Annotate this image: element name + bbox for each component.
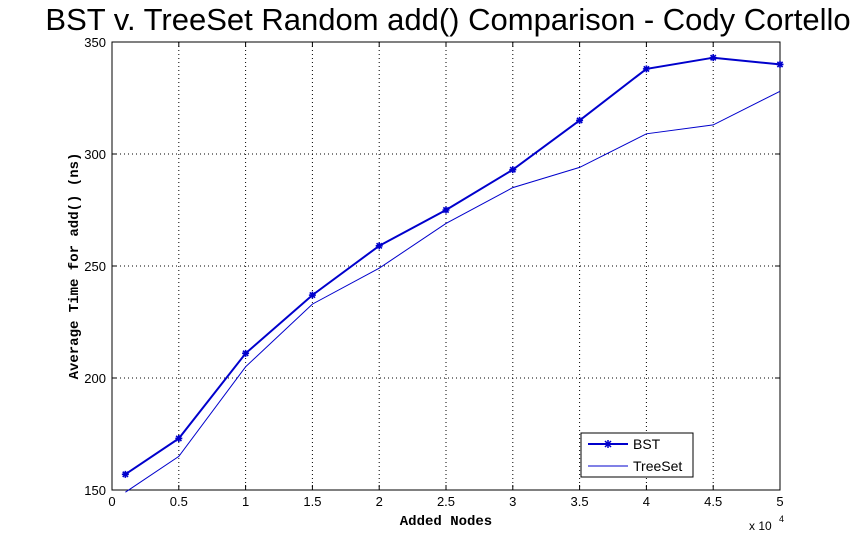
data-point-bst — [242, 349, 250, 357]
legend: BST TreeSet — [580, 432, 694, 478]
x-axis-exponent-power: 4 — [779, 514, 784, 524]
chart-title: BST v. TreeSet Random add() Comparison -… — [45, 2, 850, 37]
x-tick-label: 3.5 — [571, 494, 589, 509]
data-point-bst — [442, 206, 450, 214]
x-axis-exponent-base: x 10 — [749, 519, 772, 533]
data-point-bst — [509, 166, 517, 174]
x-tick-label: 1.5 — [303, 494, 321, 509]
y-tick-label: 250 — [84, 259, 106, 274]
x-tick-label: 0.5 — [170, 494, 188, 509]
x-tick-label: 2 — [376, 494, 383, 509]
ticks: 0 0.5 1 1.5 2 2.5 3 3.5 4 4.5 5 150 200 250 300 350 — [84, 35, 783, 509]
legend-box — [580, 432, 694, 478]
data-point-bst — [642, 65, 650, 73]
series-line-treeset — [125, 90, 781, 493]
data-point-bst — [576, 116, 584, 124]
y-axis-label: Average Time for add() (ns) — [67, 153, 83, 380]
data-point-bst — [776, 60, 784, 68]
legend-bst-marker — [604, 440, 612, 448]
x-tick-label: 4 — [643, 494, 650, 509]
x-tick-label: 5 — [776, 494, 783, 509]
x-tick-label: 1 — [242, 494, 249, 509]
y-tick-label: 350 — [84, 35, 106, 50]
series-layer — [121, 54, 784, 493]
x-tick-label: 4.5 — [704, 494, 722, 509]
legend-treeset-label: TreeSet — [633, 458, 682, 474]
y-tick-label: 150 — [84, 483, 106, 498]
x-tick-label: 3 — [509, 494, 516, 509]
y-tick-label: 300 — [84, 147, 106, 162]
y-tick-label: 200 — [84, 371, 106, 386]
data-point-bst — [375, 242, 383, 250]
legend-bst-label: BST — [633, 436, 661, 452]
data-point-bst — [175, 434, 183, 442]
x-axis-label: Added Nodes — [400, 514, 492, 530]
data-point-bst — [308, 291, 316, 299]
data-point-bst — [709, 54, 717, 62]
x-tick-label: 0 — [108, 494, 115, 509]
data-point-bst — [121, 470, 129, 478]
x-tick-label: 2.5 — [437, 494, 455, 509]
grid — [112, 42, 780, 490]
